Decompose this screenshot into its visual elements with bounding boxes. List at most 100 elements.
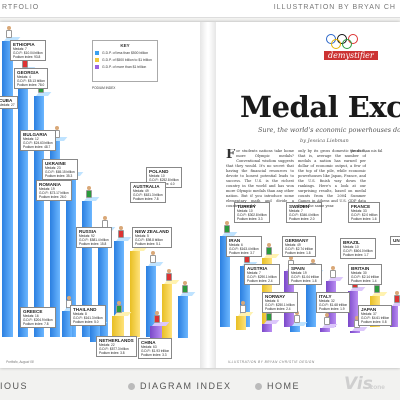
medal-bar: [390, 302, 400, 327]
country-gdp: G.D.P.: $2.74 trillion: [285, 247, 314, 251]
medal-bar: [34, 92, 52, 337]
legend-key: KEY G.D.P. of less than $500 billion G.D…: [92, 40, 158, 82]
column-text: or students nations take home more Olymp…: [226, 149, 294, 208]
country-callout: NORWAY Medals: 6 G.D.P.: $250.1 billion Pod…: [262, 292, 298, 313]
country-name: NEW ZEALAND: [135, 229, 169, 234]
key-title: KEY: [120, 43, 130, 48]
country-gdp: G.D.P.: $5.13 billion: [17, 79, 45, 83]
country-callout: ITALY Medals: 32 G.D.P.: $1.68 trillion Pod…: [316, 292, 351, 313]
country-podium: Podium index: 7.8: [133, 197, 159, 201]
medal-bar: [62, 307, 80, 337]
article-title: Medal Exchang: [240, 90, 400, 124]
medal-bar: [114, 237, 132, 337]
byline: by Jessica Liebman: [300, 138, 349, 144]
country-medals: Medals: 10: [149, 174, 165, 178]
athlete-figure: [6, 26, 12, 38]
credit-label: ILLUSTRATION BY BRYAN CH: [273, 4, 396, 11]
country-medals: Medals: 7: [289, 209, 303, 213]
country-callout: CUBA Medals: 27: [0, 96, 18, 109]
medal-bar: [178, 292, 196, 338]
country-gdp: G.D.P.: $161.3 billion: [73, 316, 103, 320]
country-podium: Podium index: 0.8: [361, 320, 387, 324]
country-gdp: G.D.P.: $302.8 billion: [237, 213, 267, 217]
diagram-index-link[interactable]: DIAGRAM INDEX: [128, 381, 232, 391]
country-name: UN: [393, 238, 400, 243]
country-gdp: G.D.P.: $98.8 billion: [135, 238, 163, 242]
medal-bar: [162, 280, 180, 338]
medal-bar: [320, 324, 338, 332]
swatch-yellow: [95, 57, 99, 62]
country-name: CHINA: [141, 340, 156, 345]
country-podium: Podium index: 7.8: [23, 322, 49, 326]
athlete-figure: [154, 311, 160, 323]
country-name: ROMANIA: [39, 182, 61, 187]
medal-bar: [82, 197, 100, 337]
home-link[interactable]: HOME: [255, 381, 300, 391]
medal-bar: [262, 320, 280, 332]
country-podium: Podium index: 5.1: [135, 242, 161, 246]
athlete-figure: [166, 269, 172, 281]
country-podium: Podium index: 1.6: [351, 217, 377, 221]
country-gdp: G.D.P.: $10.04 billion: [13, 51, 43, 55]
previous-label: IOUS: [0, 381, 29, 391]
country-callout: AUSTRALIA Medals: 49 G.D.P.: $631.3 billio…: [130, 182, 166, 203]
country-callout: GEORGIA Medals: 4 G.D.P.: $5.13 billion Pod…: [14, 68, 48, 89]
country-gdp: G.D.P.: $4.61 trillion: [361, 316, 390, 320]
athlete-figure: [118, 226, 124, 238]
country-medals: Medals: 16: [23, 314, 39, 318]
country-callout: RUSSIA Medals: 92 G.D.P.: $581.4 billion Po…: [76, 227, 112, 248]
athlete-figure: [116, 301, 122, 313]
country-medals: Medals: 6: [265, 299, 279, 303]
athlete-figure: [324, 313, 330, 325]
key-label: G.D.P. of $500 billion to $1 trillion: [102, 57, 152, 62]
bottom-nav-bar: IOUS DIAGRAM INDEX HOME Vis zone: [0, 372, 400, 400]
country-name: CUBA: [0, 98, 13, 103]
key-row: G.D.P. of $500 billion to $1 trillion: [95, 57, 155, 62]
medal-bar: [236, 312, 254, 330]
medal-bar: [220, 232, 238, 327]
country-name: NORWAY: [265, 294, 286, 299]
country-name: SPAIN: [291, 266, 305, 271]
country-medals: Medals: 19: [39, 187, 55, 191]
medal-bar: [112, 312, 132, 340]
country-podium: Podium index: 48.7: [23, 145, 51, 149]
country-gdp: G.D.P.: $24.63 billion: [23, 141, 53, 145]
bullet-icon: [255, 383, 262, 391]
drop-cap: F: [226, 149, 236, 162]
country-name: NETHERLANDS: [99, 338, 134, 343]
country-name: ETHIOPIA: [13, 42, 35, 47]
country-name: THAILAND: [73, 307, 97, 312]
country-callout: UN: [390, 236, 400, 245]
country-podium: Podium index: 35.3: [45, 174, 73, 178]
medal-bar: [350, 327, 368, 333]
country-name: BULGARIA: [23, 132, 48, 137]
country-podium: Podium index: 5.0: [73, 320, 99, 324]
country-callout: SWEDEN Medals: 7 G.D.P.: $346.4 billion Pod…: [286, 202, 322, 223]
country-gdp: G.D.P.: $252.8 billion: [149, 178, 179, 182]
country-gdp: G.D.P.: $2.14 trillion: [351, 275, 380, 279]
country-name: BRAZIL: [343, 240, 360, 245]
section-label: RTFOLIO: [2, 4, 40, 11]
country-gdp: G.D.P.: $204.9 billion: [23, 318, 53, 322]
country-podium: Podium index: 26.0: [39, 195, 67, 199]
country-gdp: G.D.P.: $1.68 trillion: [319, 303, 348, 307]
athlete-figure: [294, 311, 300, 323]
athlete-figure: [266, 243, 272, 255]
country-name: GEORGIA: [17, 70, 39, 75]
medal-bar: [66, 172, 84, 337]
country-medals: Medals: 49: [285, 243, 301, 247]
country-gdp: G.D.P.: $604.0 billion: [343, 249, 373, 253]
country-gdp: G.D.P.: $346.4 billion: [289, 213, 319, 217]
country-callout: GERMANY Medals: 49 G.D.P.: $2.74 trillion P…: [282, 236, 317, 257]
country-callout: SPAIN Medals: 19 G.D.P.: $1.04 trillion Pod…: [288, 264, 323, 285]
country-callout: JAPAN Medals: 37 G.D.P.: $4.61 trillion Pod…: [358, 305, 393, 326]
country-gdp: G.D.P.: $250.1 billion: [265, 303, 295, 307]
country-name: RUSSIA: [79, 229, 97, 234]
country-callout: ETHIOPIA Medals: 7 G.D.P.: $10.04 billion P…: [10, 40, 46, 61]
previous-link[interactable]: IOUS: [0, 381, 28, 391]
country-medals: Medals: 32: [319, 299, 335, 303]
page-gutter: [200, 22, 216, 368]
article-dek: Sure, the world's economic powerhouses d…: [258, 126, 400, 134]
medal-bar: [348, 287, 366, 327]
